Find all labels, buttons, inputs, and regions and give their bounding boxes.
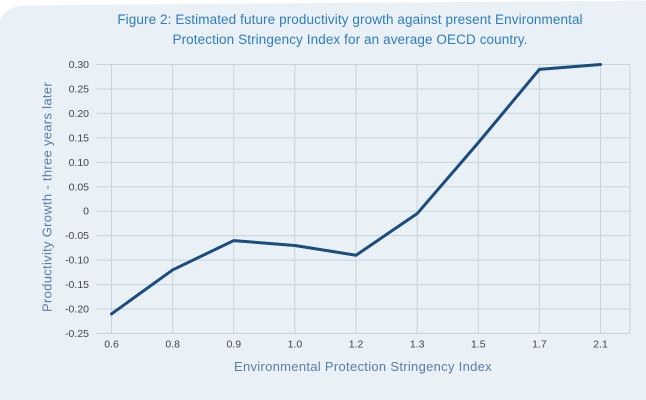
y-tick-label: -0.05	[65, 230, 89, 242]
x-tick-label: 1.3	[410, 339, 425, 351]
y-tick-label: 0.30	[69, 59, 90, 71]
x-tick-label: 1.5	[471, 339, 486, 351]
y-tick-label: -0.10	[65, 255, 89, 267]
x-tick-label: 0.8	[165, 339, 180, 351]
y-tick-label: 0.05	[69, 181, 90, 193]
figure-title-line2: Protection Stringency Index for an avera…	[172, 32, 528, 47]
x-tick-label: 2.1	[593, 339, 608, 351]
y-tick-label: 0.15	[69, 132, 90, 144]
figure-title-line1: Figure 2: Estimated future productivity …	[117, 12, 583, 27]
x-tick-label: 1.7	[532, 339, 547, 351]
y-tick-label: -0.25	[65, 328, 89, 340]
y-tick-label: -0.20	[65, 304, 89, 316]
x-axis-title: Environmental Protection Stringency Inde…	[234, 359, 492, 374]
x-tick-label: 1.2	[349, 339, 364, 351]
y-tick-label: 0	[83, 206, 89, 218]
y-tick-label: -0.15	[65, 279, 89, 291]
x-tick-label: 0.6	[104, 339, 119, 351]
x-tick-label: 0.9	[226, 339, 241, 351]
x-tick-label: 1.0	[288, 339, 303, 351]
y-tick-label: 0.10	[69, 157, 90, 169]
y-tick-label: 0.20	[69, 108, 90, 120]
productivity-growth-line	[110, 63, 602, 316]
figure-title: Figure 2: Estimated future productivity …	[58, 10, 642, 50]
y-tick-label: 0.25	[69, 83, 90, 95]
